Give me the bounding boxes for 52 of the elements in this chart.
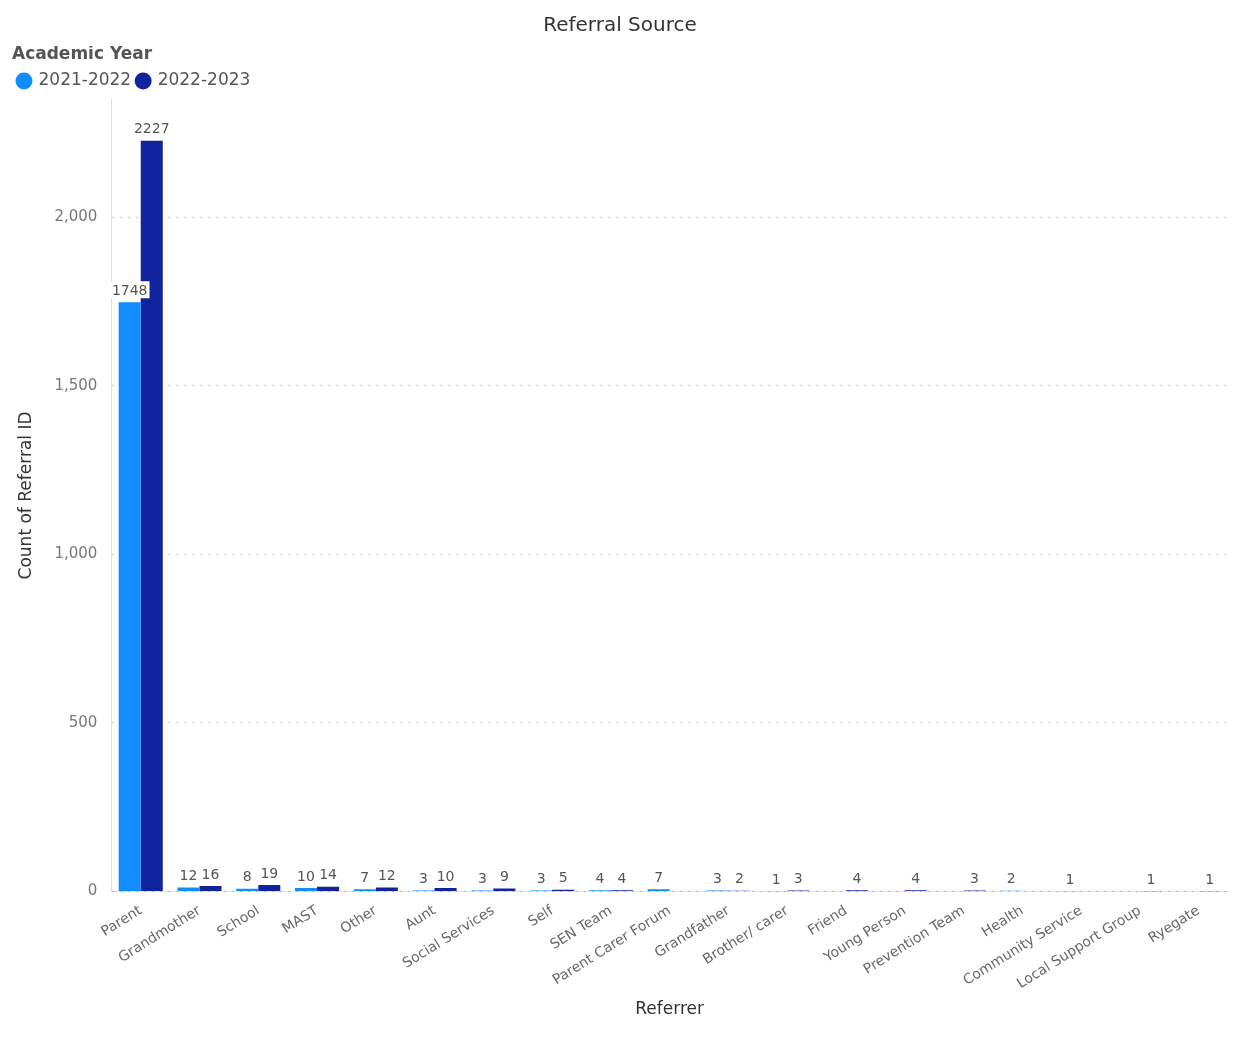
data-label: 4	[595, 869, 605, 886]
bar	[236, 888, 259, 891]
bar	[375, 887, 398, 891]
data-label: 14	[319, 866, 338, 883]
data-label: 3	[419, 870, 429, 887]
data-label: 10	[436, 867, 455, 884]
data-label: 1	[771, 870, 781, 887]
chart-title: Referral Source	[543, 12, 697, 37]
data-label: 3	[970, 870, 980, 887]
data-label: 3	[477, 870, 487, 887]
bar	[118, 302, 141, 891]
data-label: 1	[1065, 870, 1075, 887]
data-label: 3	[793, 870, 803, 887]
data-label: 4	[852, 869, 862, 886]
data-label: 2	[735, 870, 744, 887]
bar	[434, 888, 457, 891]
x-tick-label: Self	[524, 901, 557, 930]
legend-label: 2021-2022	[38, 69, 132, 90]
data-label: 4	[617, 869, 627, 886]
y-tick-label: 1,500	[54, 375, 98, 394]
bar	[317, 886, 340, 891]
data-label: 3	[712, 870, 722, 887]
y-tick-label: 1,000	[54, 544, 98, 563]
bar	[493, 888, 516, 891]
data-label: 19	[260, 864, 279, 881]
y-tick-label: 2,000	[54, 207, 98, 226]
data-label: 12	[377, 867, 396, 884]
data-label: 1748	[111, 281, 148, 298]
bar	[177, 887, 200, 891]
data-label: 1	[1205, 870, 1215, 887]
bar	[199, 886, 222, 891]
data-label: 5	[558, 869, 568, 886]
data-label: 7	[360, 868, 370, 885]
y-tick-label: 500	[68, 712, 98, 731]
data-label: 4	[911, 869, 921, 886]
data-label: 7	[654, 868, 664, 885]
data-label: 12	[179, 867, 198, 884]
bar	[258, 885, 281, 891]
data-label: 9	[499, 868, 509, 885]
legend-title: Academic Year	[12, 42, 153, 63]
data-label: 16	[201, 865, 220, 882]
data-label: 10	[297, 867, 315, 884]
data-label: 3	[536, 870, 546, 887]
y-tick-label: 0	[87, 881, 98, 900]
data-label: 2227	[133, 120, 170, 137]
data-label: 1	[1146, 870, 1156, 887]
data-label: 2	[1006, 870, 1016, 887]
legend-label: 2022-2023	[157, 69, 251, 90]
x-axis-title: Referrer	[635, 998, 705, 1019]
y-axis-title: Count of Referral ID	[14, 411, 35, 580]
data-label: 8	[242, 868, 252, 885]
bar	[295, 888, 318, 891]
